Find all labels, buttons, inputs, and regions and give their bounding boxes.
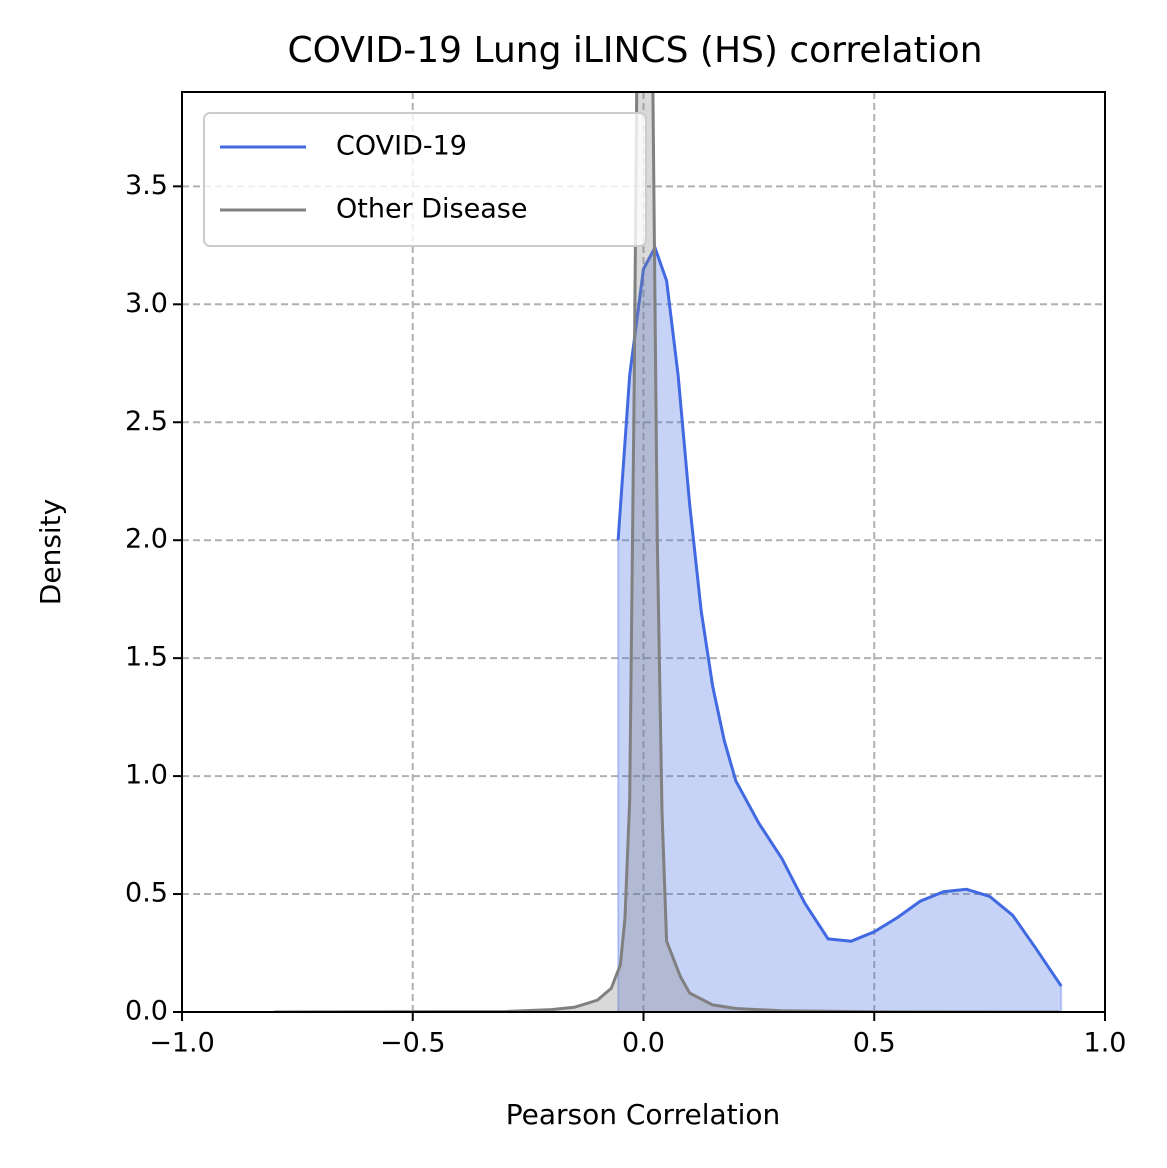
legend-box	[203, 112, 647, 247]
y-tick-label: 2.0	[125, 524, 168, 555]
plot-area	[274, 92, 1063, 1012]
y-tick-label: 0.5	[125, 878, 168, 909]
legend-label: Other Disease	[336, 194, 527, 225]
y-axis-label: Density	[34, 499, 67, 605]
axes: −1.0 −0.5 0.0 0.5 1.0 0.0 0.5 1.0 1.5 2.0 2.5 3.0 3.…	[125, 170, 1126, 1059]
x-tick-label: 0.0	[622, 1028, 665, 1059]
chart-title: COVID-19 Lung iLINCS (HS) correlation	[287, 30, 982, 71]
legend: COVID-19 Other Disease	[203, 112, 647, 247]
x-axis-label: Pearson Correlation	[506, 1098, 781, 1131]
plot-frame	[181, 91, 1106, 1013]
y-tick-label: 1.5	[125, 642, 168, 673]
y-tick-label: 3.5	[125, 170, 168, 201]
y-tick-label: 0.0	[125, 996, 168, 1027]
y-tick-label: 2.5	[125, 406, 168, 437]
y-tick-label: 1.0	[125, 760, 168, 791]
density-line	[274, 92, 1059, 1012]
y-tick-label: 3.0	[125, 288, 168, 319]
x-tick-label: −1.0	[149, 1028, 215, 1059]
legend-label: COVID-19	[336, 131, 467, 162]
x-tick-label: 0.5	[853, 1028, 896, 1059]
density-line	[616, 244, 1063, 987]
x-tick-label: −0.5	[380, 1028, 446, 1059]
x-tick-label: 1.0	[1084, 1028, 1127, 1059]
